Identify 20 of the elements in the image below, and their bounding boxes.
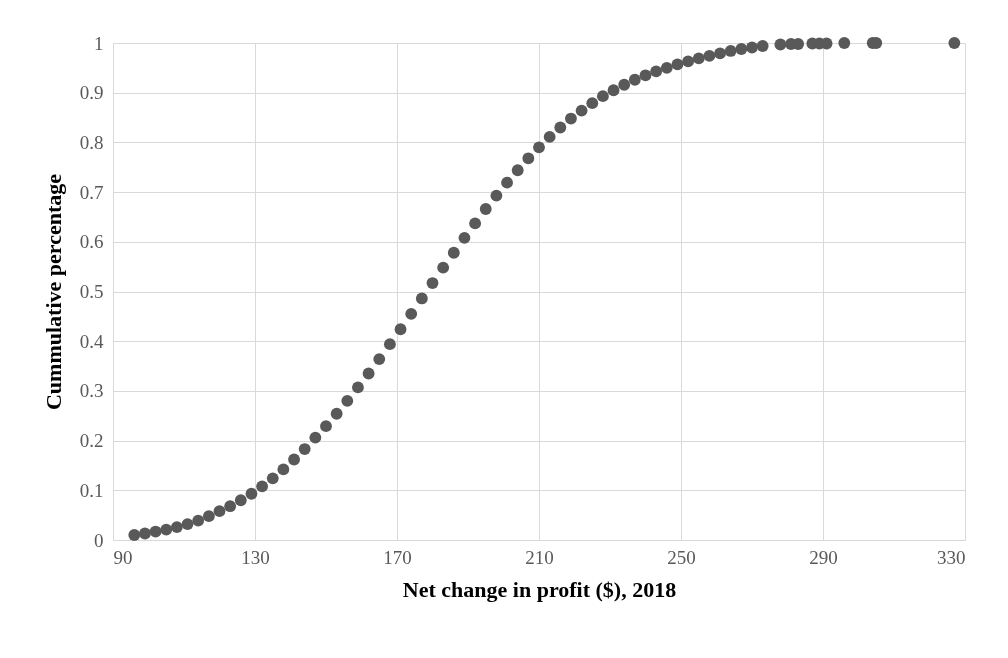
x-tick-label: 250 (667, 546, 696, 568)
x-tick-label: 130 (241, 546, 270, 568)
y-tick-label: 0.3 (79, 380, 104, 402)
y-tick-label: 0.8 (79, 131, 104, 153)
y-tick-label: 0 (94, 529, 104, 551)
x-tick-label: 290 (809, 546, 838, 568)
x-tick-label: 330 (937, 546, 966, 568)
x-tick-label: 210 (525, 546, 554, 568)
y-tick-label: 0.9 (79, 82, 104, 104)
y-tick-label: 0.6 (79, 231, 104, 253)
y-tick-label: 0.4 (79, 330, 104, 352)
y-tick-label: 0.5 (79, 281, 104, 302)
y-tick-label: 0.1 (79, 479, 104, 501)
x-tick-label: 90 (113, 546, 133, 568)
y-tick-label: 1 (94, 32, 104, 54)
x-axis-title: Net change in profit ($), 2018 (402, 576, 677, 602)
y-tick-label: 0.2 (79, 430, 104, 452)
y-axis-title: Cummulative percentage (40, 173, 66, 411)
x-tick-label: 170 (383, 546, 412, 568)
y-tick-label: 0.7 (79, 181, 104, 203)
